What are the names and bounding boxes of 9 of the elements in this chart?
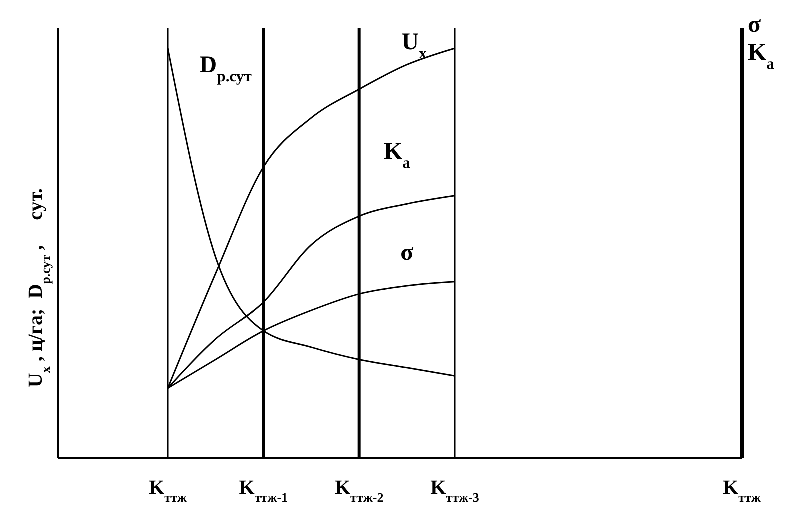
x-tick-label: K$_{ттж-2}$ xyxy=(334,477,384,504)
x-tick-label: K$_{ттж-1}$ xyxy=(239,477,288,504)
series-label: D$_{р.сут}$ xyxy=(200,52,252,85)
x-tick-label: K$_{ттж}$ xyxy=(149,477,188,504)
x-tick-label: K$_{ттж-3}$ xyxy=(430,477,480,504)
series-label: σ xyxy=(400,240,414,266)
y2-axis-title: σ K$_{a}$ xyxy=(748,12,775,72)
series-label: K$_{a}$ xyxy=(384,139,411,172)
x-tick-label: K$_{ттж}$ xyxy=(723,477,762,504)
